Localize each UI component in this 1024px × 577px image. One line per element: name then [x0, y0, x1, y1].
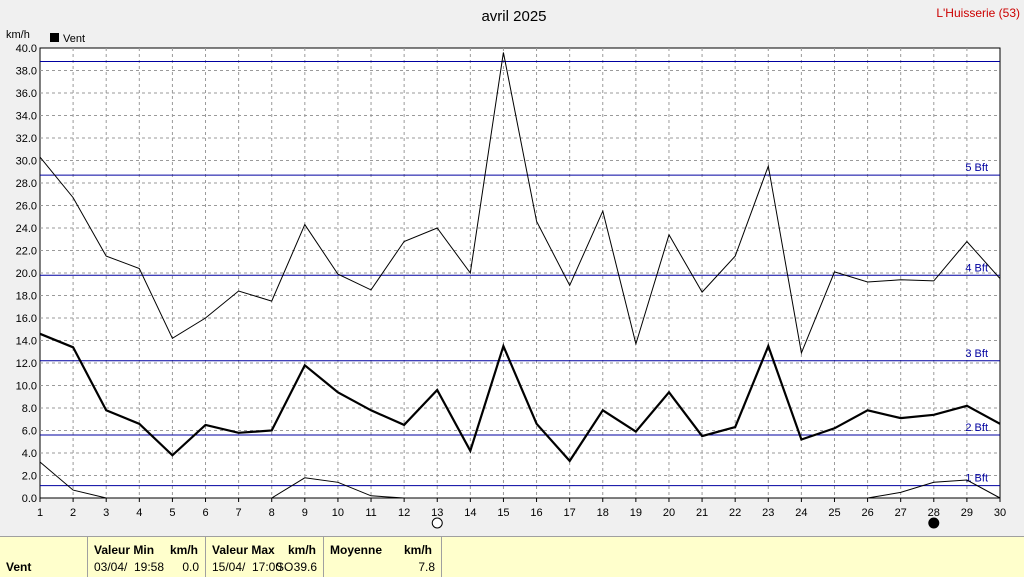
min-unit: km/h	[170, 543, 199, 557]
x-tick-label: 18	[597, 507, 609, 519]
x-tick-label: 16	[530, 507, 542, 519]
x-tick-label: 7	[236, 507, 242, 519]
avg-header: Moyenne	[330, 543, 383, 557]
legend-swatch	[50, 33, 59, 42]
y-tick-label: 10.0	[16, 381, 37, 393]
x-tick-label: 10	[332, 507, 344, 519]
series-line-min	[39, 461, 1001, 499]
x-tick-label: 30	[994, 507, 1006, 519]
x-tick-label: 17	[564, 507, 576, 519]
legend-label: Vent	[63, 33, 85, 45]
footer-name-cell: Vent	[0, 537, 88, 577]
x-tick-label: 24	[795, 507, 807, 519]
avg-value: 7.8	[418, 560, 435, 574]
max-value: 39.6	[293, 560, 317, 574]
max-direction: SO	[276, 560, 294, 574]
x-tick-label: 4	[136, 507, 142, 519]
y-tick-label: 22.0	[16, 246, 37, 258]
beaufort-label: 2 Bft	[965, 422, 988, 434]
y-tick-label: 4.0	[22, 448, 37, 460]
beaufort-label: 1 Bft	[965, 473, 988, 485]
max-date: 15/04/	[212, 560, 246, 574]
x-tick-label: 1	[37, 507, 43, 519]
y-tick-label: 6.0	[22, 426, 37, 438]
y-tick-label: 30.0	[16, 156, 37, 168]
x-tick-label: 23	[762, 507, 774, 519]
beaufort-label: 3 Bft	[965, 348, 988, 360]
footer-min-cell: Valeur Min km/h 03/04/ 19:58 0.0	[88, 537, 206, 577]
beaufort-label: 5 Bft	[965, 162, 988, 174]
wind-chart: 5 Bft 4 Bft 3 Bft 2 Bft 1 Bft 0.0 2.0 4.0 6.0 8.…	[6, 6, 1020, 529]
x-tick-label: 20	[663, 507, 675, 519]
max-header: Valeur Max	[212, 543, 275, 557]
footer-avg-cell: Moyenne km/h 7.8	[324, 537, 442, 577]
y-tick-label: 20.0	[16, 268, 37, 280]
y-tick-label: 2.0	[22, 471, 37, 483]
footer-series-name: Vent	[6, 560, 32, 574]
x-tick-label: 8	[269, 507, 275, 519]
max-time: 17:00	[252, 560, 283, 574]
y-tick-label: 0.0	[22, 493, 37, 505]
y-tick-label: 24.0	[16, 223, 37, 235]
x-tick-label: 25	[828, 507, 840, 519]
footer-max-cell: Valeur Max km/h 15/04/ 17:00 SO 39.6	[206, 537, 324, 577]
x-tick-label: 9	[302, 507, 308, 519]
avg-unit: km/h	[404, 543, 433, 557]
x-tick-label: 3	[103, 507, 109, 519]
x-tick-label: 29	[961, 507, 973, 519]
x-tick-label: 19	[630, 507, 642, 519]
y-tick-label: 14.0	[16, 336, 37, 348]
max-unit: km/h	[288, 543, 317, 557]
x-tick-label: 14	[464, 507, 476, 519]
x-tick-label: 22	[729, 507, 741, 519]
y-tick-label: 32.0	[16, 133, 37, 145]
station-name: L'Huisserie (53)	[936, 6, 1020, 20]
x-tick-label: 2	[70, 507, 76, 519]
min-header: Valeur Min	[94, 543, 155, 557]
x-tick-label: 26	[861, 507, 873, 519]
x-tick-label: 6	[202, 507, 208, 519]
x-tick-label: 13	[431, 507, 443, 519]
y-tick-label: 40.0	[16, 43, 37, 55]
series-line-mean	[39, 332, 1001, 463]
x-tick-label: 21	[696, 507, 708, 519]
y-tick-label: 12.0	[16, 358, 37, 370]
y-tick-label: 16.0	[16, 313, 37, 325]
x-tick-label: 5	[169, 507, 175, 519]
min-date: 03/04/	[94, 560, 128, 574]
series-line-gust	[39, 52, 1001, 355]
x-tick-label: 27	[895, 507, 907, 519]
beaufort-label: 4 Bft	[965, 262, 988, 274]
y-tick-label: 18.0	[16, 291, 37, 303]
min-time: 19:58	[134, 560, 165, 574]
x-tick-label: 11	[365, 507, 376, 519]
chart-title: avril 2025	[481, 8, 546, 25]
y-tick-label: 34.0	[16, 111, 37, 123]
x-tick-label: 15	[497, 507, 509, 519]
y-tick-label: 38.0	[16, 66, 37, 78]
y-tick-label: 26.0	[16, 201, 37, 213]
y-axis-unit: km/h	[6, 29, 30, 41]
y-tick-label: 8.0	[22, 403, 37, 415]
y-tick-label: 28.0	[16, 178, 37, 190]
stats-footer: Vent Valeur Min km/h 03/04/ 19:58 0.0 Va…	[0, 536, 1024, 577]
full-moon-icon	[431, 517, 443, 529]
x-tick-label: 28	[928, 507, 940, 519]
y-tick-label: 36.0	[16, 88, 37, 100]
new-moon-icon	[928, 517, 940, 529]
min-value: 0.0	[182, 560, 199, 574]
x-tick-label: 12	[398, 507, 410, 519]
footer-empty-cell	[442, 537, 1024, 577]
